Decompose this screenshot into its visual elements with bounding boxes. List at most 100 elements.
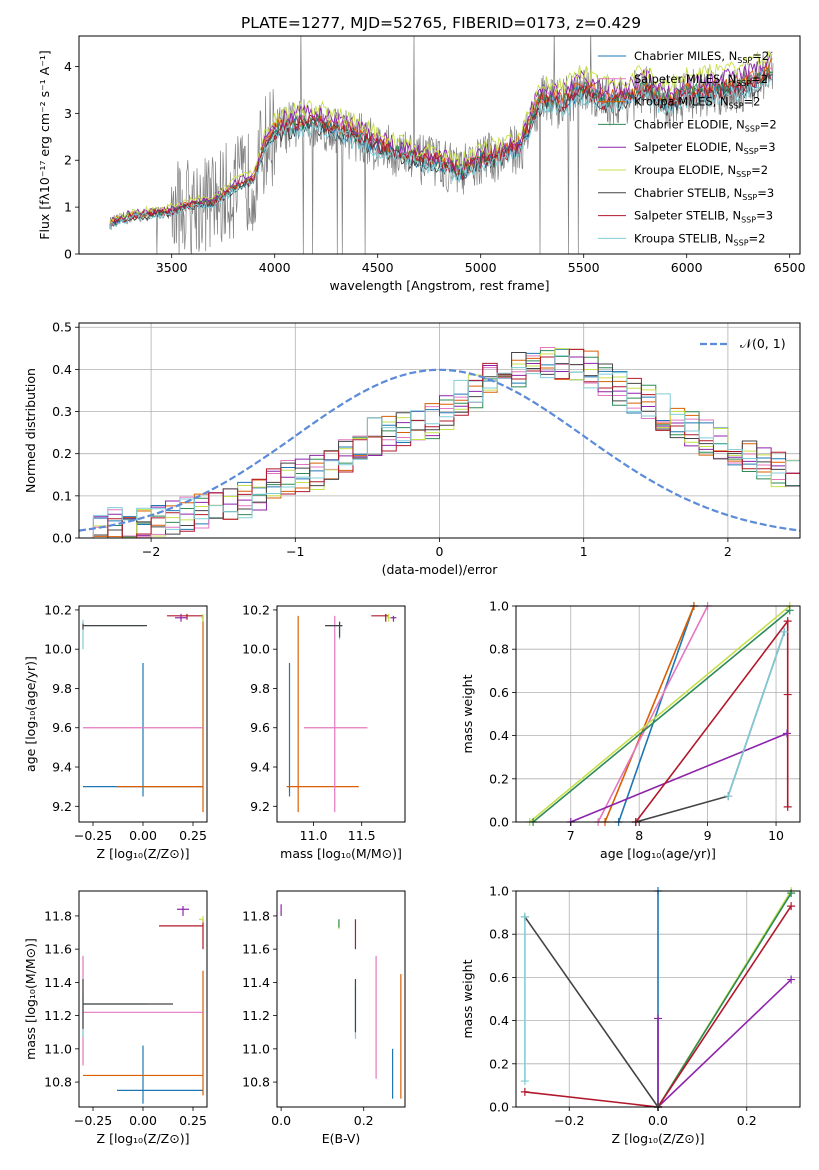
x-tick-label: 6000 bbox=[671, 260, 703, 275]
y-tick-label: 11.4 bbox=[44, 975, 72, 990]
y-tick-label: 9.4 bbox=[52, 760, 72, 775]
y-tick-label: 0.0 bbox=[489, 815, 509, 830]
model-line-kroupa_stelib bbox=[109, 78, 773, 229]
y-tick-label: 0.2 bbox=[52, 446, 72, 461]
mass-vs-EBV-panel: 0.0 0.2 10.8 11.0 11.2 11.4 11.6 11.8 E(B-V) bbox=[242, 890, 406, 1146]
y-tick-label: 0.2 bbox=[489, 1056, 509, 1071]
mass-weight-vs-Z-panel: −0.2 0.0 0.2 0.0 0.2 0.4 0.6 0.8 1.0 Z [log₁₀(Z/Z… bbox=[460, 884, 801, 1146]
x-tick-label: 0 bbox=[436, 544, 444, 559]
weight-marker-salpeter_stelib bbox=[520, 1087, 529, 1096]
plot-area bbox=[286, 613, 397, 813]
histogram-salpeter_elodie bbox=[79, 356, 800, 538]
y-tick-label: 11.0 bbox=[44, 1041, 72, 1056]
histogram-kroupa_elodie bbox=[79, 348, 800, 538]
x-axis-label: mass [log₁₀(M/M⊙)] bbox=[280, 846, 402, 861]
y-tick-label: 0.8 bbox=[489, 642, 509, 657]
age-vs-Z-panel: −0.25 0.00 0.25 9.2 9.4 9.6 9.8 10.0 10.2 Z [log₁… bbox=[23, 602, 208, 861]
x-tick-label: 5000 bbox=[465, 260, 497, 275]
weight-marker-salpeter_stelib bbox=[783, 617, 792, 626]
y-tick-label: 1 bbox=[64, 200, 72, 215]
axes-frame bbox=[276, 890, 406, 1108]
legend-entry-kroupa_stelib: Kroupa STELIB, NSSP=2 bbox=[634, 231, 765, 247]
y-tick-label: 0.0 bbox=[489, 1100, 509, 1115]
spectrum-legend: Chabrier MILES, NSSP=2 Salpeter MILES, NS… bbox=[598, 49, 777, 247]
y-tick-label: 11.4 bbox=[242, 975, 270, 990]
y-tick-label: 0.5 bbox=[52, 320, 72, 335]
weight-marker-salpeter_stelib bbox=[783, 690, 792, 699]
y-axis-label: age [log₁₀(age/yr)] bbox=[23, 656, 38, 772]
x-tick-label: 4500 bbox=[362, 260, 394, 275]
weight-line-chabrier_stelib bbox=[524, 916, 659, 1107]
x-tick-label: 7 bbox=[567, 828, 575, 843]
legend-entry-gaussian: 𝒩(0, 1) bbox=[740, 336, 786, 351]
y-tick-label: 1.0 bbox=[489, 884, 509, 899]
weight-line-salpeter_elodie bbox=[570, 732, 788, 822]
y-tick-label: 10.2 bbox=[44, 602, 72, 617]
y-tick-label: 4 bbox=[64, 59, 72, 74]
weight-line-salpeter_stelib bbox=[635, 618, 789, 822]
x-axis-label: Z [log₁₀(Z/Z⊙)] bbox=[97, 846, 190, 861]
mass-weight-vs-age-panel: 7 8 9 10 0.0 0.2 0.4 0.6 0.8 1.0 age [log₁₀(age/yr… bbox=[460, 599, 801, 861]
axes-frame bbox=[276, 605, 406, 823]
weight-marker-kroupa_stelib bbox=[520, 1077, 529, 1086]
weight-line-salpeter_stelib bbox=[524, 905, 792, 1107]
weight-line-chabrier_elodie bbox=[657, 892, 792, 1107]
y-tick-label: 10.8 bbox=[44, 1075, 72, 1090]
y-tick-label: 2 bbox=[64, 153, 72, 168]
y-tick-label: 11.0 bbox=[242, 1041, 270, 1056]
y-tick-label: 0.4 bbox=[489, 1013, 509, 1028]
histogram-chabrier_stelib bbox=[79, 352, 800, 538]
y-axis-label: mass weight bbox=[460, 959, 475, 1038]
x-tick-label: 0.00 bbox=[129, 828, 157, 843]
x-tick-label: 10 bbox=[768, 828, 784, 843]
model-line-salpeter_stelib bbox=[109, 70, 773, 228]
weight-marker-kroupa_stelib bbox=[520, 912, 529, 921]
axes-frame bbox=[78, 35, 801, 255]
y-tick-label: 9.4 bbox=[250, 760, 270, 775]
weight-marker-salpeter_stelib bbox=[787, 902, 796, 911]
x-axis-label: Z [log₁₀(Z/Z⊙)] bbox=[97, 1131, 190, 1146]
histogram-kroupa_stelib bbox=[79, 355, 800, 538]
y-tick-label: 3 bbox=[64, 106, 72, 121]
weight-line-kroupa_elodie bbox=[529, 606, 791, 822]
y-tick-label: 0.4 bbox=[52, 362, 72, 377]
x-tick-label: −0.25 bbox=[74, 1113, 112, 1128]
x-tick-label: −0.25 bbox=[74, 828, 112, 843]
y-tick-label: 9.8 bbox=[52, 681, 72, 696]
plot-area bbox=[109, 36, 774, 254]
x-tick-label: 5500 bbox=[568, 260, 600, 275]
y-tick-label: 9.2 bbox=[52, 799, 72, 814]
x-axis-label: Z [log₁₀(Z/Z⊙)] bbox=[612, 1131, 705, 1146]
x-tick-label: 6500 bbox=[774, 260, 806, 275]
y-tick-label: 11.8 bbox=[44, 908, 72, 923]
x-tick-label: −1 bbox=[286, 544, 304, 559]
y-tick-label: 9.2 bbox=[250, 799, 270, 814]
x-axis-label: wavelength [Angstrom, rest frame] bbox=[329, 278, 549, 293]
y-tick-label: 0.8 bbox=[489, 927, 509, 942]
y-tick-label: 9.6 bbox=[52, 720, 72, 735]
weight-line-kroupa_miles bbox=[604, 606, 695, 822]
weight-marker-chabrier_elodie bbox=[787, 889, 796, 898]
y-tick-label: 0.1 bbox=[52, 488, 72, 503]
x-tick-label: 0.25 bbox=[179, 1113, 207, 1128]
y-tick-label: 0.6 bbox=[489, 970, 509, 985]
x-tick-label: 2 bbox=[724, 544, 732, 559]
residuals-panel: −2 −1 0 1 2 0.0 0.1 0.2 0.3 0.4 0.5 (data-model)/er… bbox=[23, 320, 801, 577]
legend-entry-salpeter_miles: Salpeter MILES, NSSP=2 bbox=[634, 72, 768, 88]
y-tick-label: 1.0 bbox=[489, 599, 509, 614]
legend-entry-chabrier_stelib: Chabrier STELIB, NSSP=3 bbox=[634, 186, 774, 202]
x-tick-label: −2 bbox=[142, 544, 160, 559]
axes-frame bbox=[515, 605, 801, 823]
mass-vs-Z-panel: −0.25 0.00 0.25 10.8 11.0 11.2 11.4 11.6 11.8 Z [… bbox=[23, 890, 208, 1146]
x-tick-label: −0.2 bbox=[554, 1113, 584, 1128]
weight-marker-kroupa_stelib bbox=[780, 627, 789, 636]
model-line-kroupa_elodie bbox=[109, 49, 773, 224]
x-tick-label: 0.0 bbox=[648, 1113, 668, 1128]
y-tick-label: 11.2 bbox=[44, 1008, 72, 1023]
y-tick-label: 0.2 bbox=[489, 771, 509, 786]
y-axis-label: mass [log₁₀(M/M⊙)] bbox=[23, 938, 38, 1060]
legend-entry-kroupa_elodie: Kroupa ELODIE, NSSP=2 bbox=[634, 163, 768, 179]
x-tick-label: 9 bbox=[704, 828, 712, 843]
gaussian-curve bbox=[79, 368, 800, 532]
